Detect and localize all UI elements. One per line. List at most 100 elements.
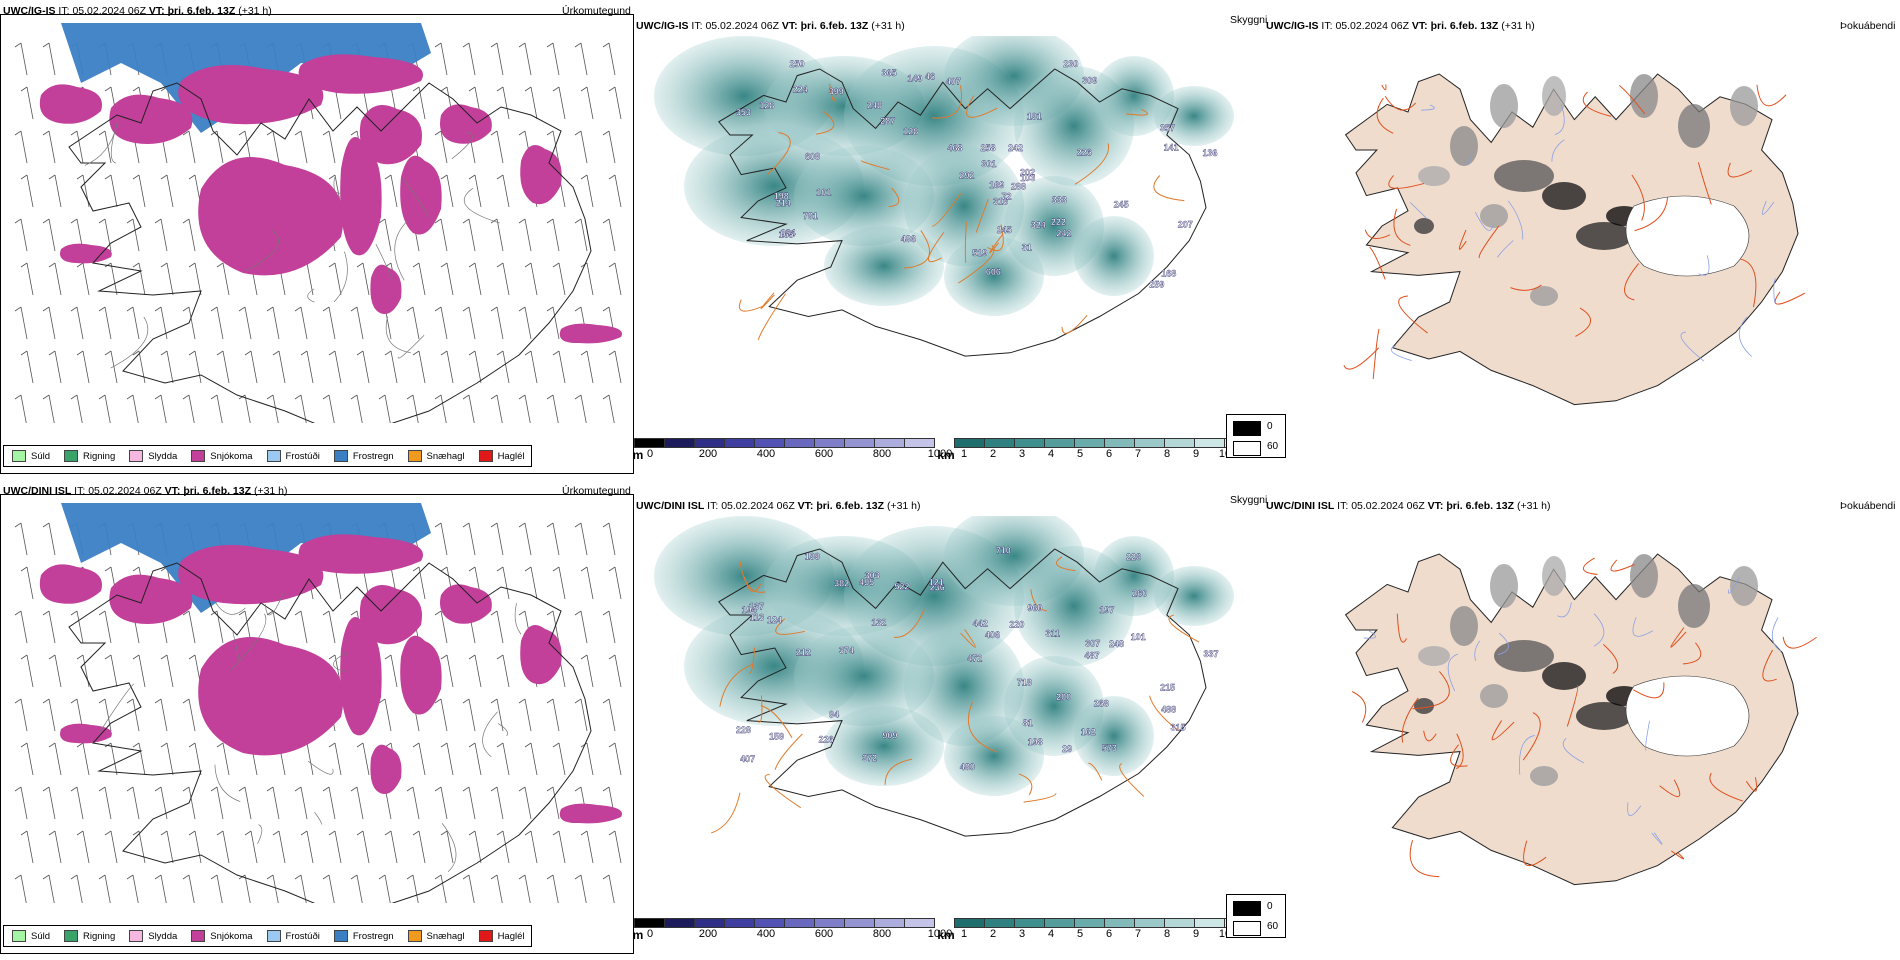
colorbar-segment [1045,918,1075,928]
colorbar-segment [1135,918,1165,928]
wind-barb [440,262,454,296]
cloud-base-label: 191 [1027,111,1042,121]
cloud-base-label: 199 [805,552,820,562]
colorbar-segment [875,918,905,928]
road-line [1388,175,1425,189]
wind-barb [608,830,622,864]
wind-barb [294,874,307,903]
wind-barb [300,350,314,384]
wind-barb [48,654,62,688]
wind-barb [132,350,146,384]
legend-item: Snjókoma [191,930,253,942]
wind-barb [546,394,559,423]
road-line [1030,589,1047,612]
title-lead: (+31 h) [871,20,905,32]
wind-barb [580,742,594,776]
cloud-base-label: 311 [1046,628,1061,638]
wind-barb [434,786,448,820]
visibility-colorbar: km 1 2 3 4 5 6 7 8 9 10 [937,438,1255,462]
road-line [903,230,930,269]
wind-barb [490,698,504,732]
wind-barb [602,394,615,423]
panel-title: UWC/IG-IS IT: 05.02.2024 06Z VT: þri. 6.… [636,20,905,32]
wind-barb [42,130,56,164]
wind-barb [462,874,475,903]
fog-legend-label: 60 [1267,921,1279,932]
wind-barb [490,522,504,556]
cloud-base-label: 250 [790,59,805,69]
wind-barb [126,874,139,903]
colorbar-segment [635,918,665,928]
river-line [1557,602,1572,618]
wind-barb [70,130,84,164]
wind-barb [356,830,370,864]
visibility-tick: 9 [1192,448,1200,460]
wind-barb [384,350,398,384]
title-it-label: IT: [58,5,70,17]
colorbar-segment [1165,438,1195,448]
river-line [1554,104,1565,136]
wind-barb [154,786,168,820]
wind-barb [160,174,174,208]
cloud-base-label: 94 [829,709,839,719]
colorbar-segment [845,438,875,448]
road-line [1168,614,1200,643]
road-line [245,229,279,272]
legend-label: Frostregn [352,450,394,462]
wind-barb [48,350,62,384]
road-line [1774,291,1805,305]
legend-item: Snæhagl [407,930,465,942]
road-line [333,177,342,194]
wind-barb [350,394,363,423]
legend-item: Rigning [64,930,115,942]
wind-barb [98,394,111,423]
wind-barb [126,218,140,252]
wind-barb [574,698,588,732]
title-model: UWC/IG-IS [636,20,689,32]
legend-item: Súld [12,450,50,462]
cloud-base-label: 141 [1164,143,1179,153]
wind-barb [98,698,112,732]
road-line [1364,229,1391,240]
elevation-unit: m [632,448,644,462]
river-line [1409,202,1428,220]
visibility-unit: km [937,448,955,462]
river-line [1698,255,1710,276]
wind-barb [434,874,447,903]
elevation-tick: 1000 [927,928,953,940]
title-lead: (+31 h) [253,485,288,497]
wind-barb [518,874,531,903]
road-line [497,723,508,737]
wind-barb [378,218,392,252]
wind-barb [98,306,112,340]
wind-barb [188,350,202,384]
legend-swatch [407,930,422,942]
wind-barb [608,262,622,296]
visibility-tick: 3 [1018,928,1026,940]
elevation-tick: 0 [646,928,654,940]
road-line [257,824,263,844]
title-lead: (+31 h) [1501,20,1535,32]
fog-index-area [1450,606,1478,646]
wind-barb [552,262,566,296]
title-it-value: 05.02.2024 06Z [721,500,795,512]
fog-index-area [1450,126,1478,166]
colorbar-segment [1015,438,1045,448]
cloud-base-label: 228 [736,725,751,735]
legend-swatch [266,450,281,462]
wind-barb [490,218,504,252]
wind-barb [434,130,448,164]
wind-barb [496,742,510,776]
cloud-base-label: 214 [776,198,791,208]
road-line [931,193,962,227]
river-line [1761,200,1775,215]
snjokoma-area [400,635,442,715]
wind-barb [188,830,202,864]
cloud-base-label: 31 [1022,242,1032,252]
visibility-tick: 8 [1163,928,1171,940]
wind-barb [440,742,454,776]
snjokoma-area [298,534,423,574]
cloud-base-label: 230 [1063,59,1078,69]
wind-barb [70,874,83,903]
wind-barb [104,350,118,384]
